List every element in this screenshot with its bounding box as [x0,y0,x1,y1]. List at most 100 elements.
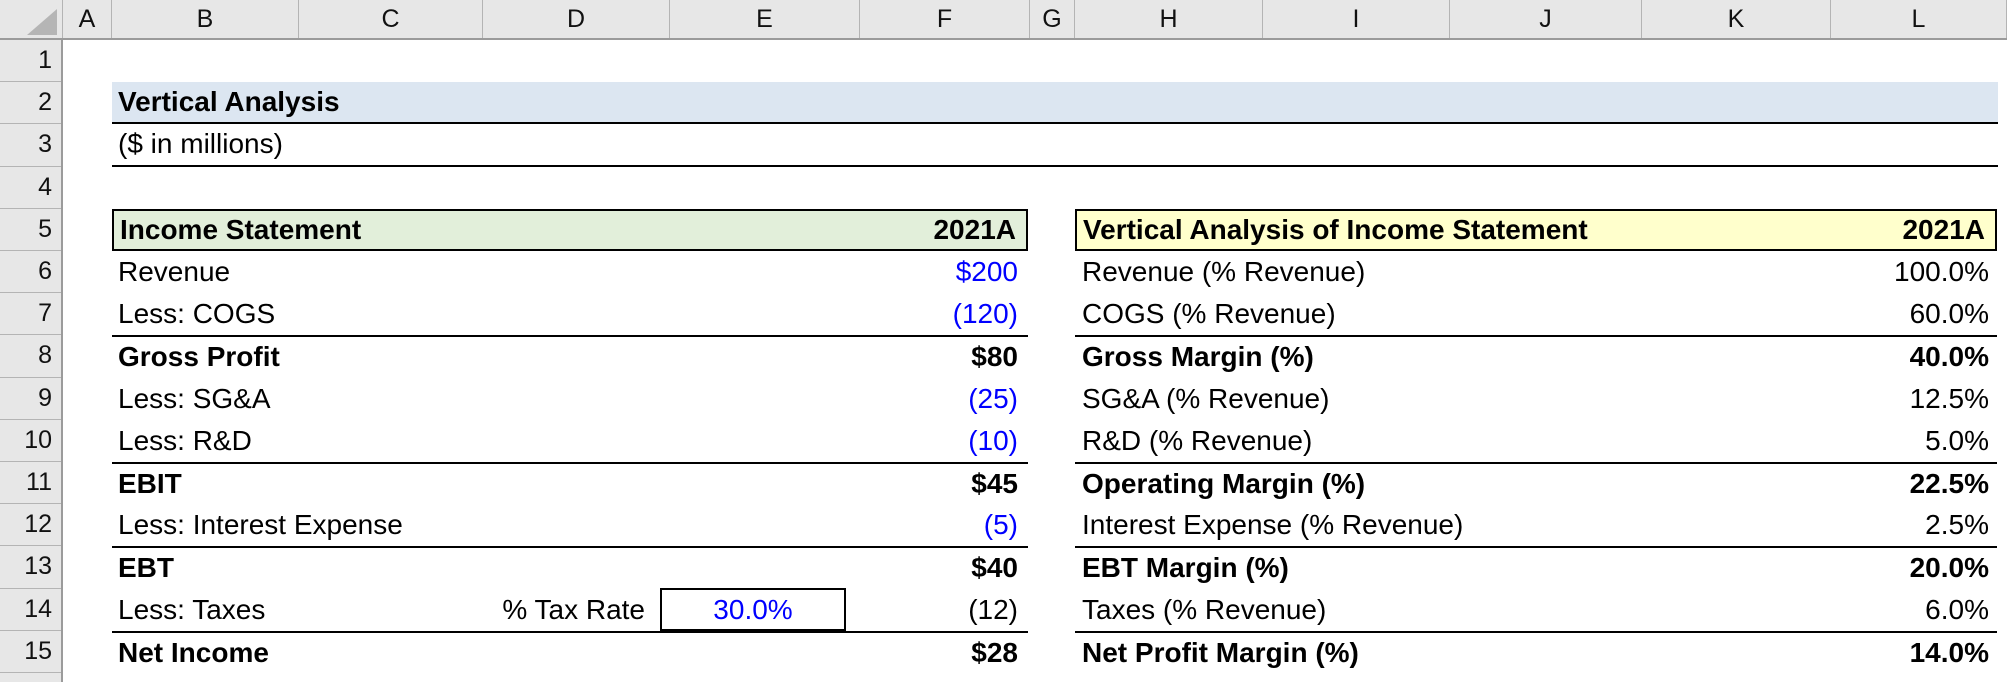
cell-value[interactable]: 20.0% [1909,552,1989,584]
row-header-5[interactable]: 5 [0,209,61,251]
income-statement-table: Income Statement 2021A Revenue $200 Less… [112,208,1028,673]
row-label[interactable]: EBT Margin (%) [1082,552,1289,584]
row-label[interactable]: Taxes (% Revenue) [1082,593,1327,625]
cell-value[interactable]: 2.5% [1925,509,1989,541]
row-header-1[interactable]: 1 [0,40,61,83]
cell-value[interactable]: 14.0% [1909,636,1989,668]
table-row: Gross Margin (%) 40.0% [1075,335,1997,377]
sheet-title: Vertical Analysis [118,86,340,118]
table-row: Interest Expense (% Revenue) 2.5% [1075,504,1997,546]
table-row: EBIT $45 [112,461,1028,504]
table-row: Less: Taxes % Tax Rate 30.0% (12) [112,588,1028,631]
column-header-H[interactable]: H [1075,0,1263,38]
row-header-15[interactable]: 15 [0,631,61,673]
row-label[interactable]: EBT [118,552,174,584]
column-header-L[interactable]: L [1831,0,2007,38]
table-row: COGS (% Revenue) 60.0% [1075,293,1997,335]
cell-value[interactable]: (25) [968,382,1018,414]
income-statement-period: 2021A [933,213,1016,245]
row-label[interactable]: Less: R&D [118,424,252,456]
column-header-C[interactable]: C [299,0,483,38]
row-label[interactable]: Gross Margin (%) [1082,341,1314,373]
row-gutter: 1 2 3 4 5 6 7 8 9 10 11 12 13 14 15 [0,40,63,682]
row-header-3[interactable]: 3 [0,124,61,167]
select-all-corner[interactable] [0,0,63,38]
row-header-13[interactable]: 13 [0,546,61,589]
cell-area: Vertical Analysis ($ in millions) Income… [63,40,2007,682]
cell-value[interactable]: $28 [971,636,1018,668]
cell-value[interactable]: (120) [952,298,1018,330]
table-row: Taxes (% Revenue) 6.0% [1075,588,1997,630]
row-label[interactable]: COGS (% Revenue) [1082,298,1336,330]
row-label[interactable]: Gross Profit [118,341,280,373]
row-header-14[interactable]: 14 [0,589,61,631]
table-row: EBT Margin (%) 20.0% [1075,546,1997,588]
cell-value[interactable]: $45 [971,468,1018,500]
tax-rate-label[interactable]: % Tax Rate [502,593,645,625]
row-label[interactable]: Less: Interest Expense [118,509,403,541]
row-header-7[interactable]: 7 [0,293,61,336]
row-label[interactable]: Net Income [118,636,269,668]
row-label[interactable]: Revenue (% Revenue) [1082,256,1366,288]
cell-value[interactable]: 60.0% [1909,298,1989,330]
table-row: R&D (% Revenue) 5.0% [1075,420,1997,462]
cell-value[interactable]: (12) [968,593,1018,625]
cell-value[interactable]: 5.0% [1925,424,1989,456]
table-row: Less: COGS (120) [112,293,1028,335]
row-header-2[interactable]: 2 [0,82,61,125]
column-header-E[interactable]: E [670,0,860,38]
cell-value[interactable]: $200 [955,256,1018,288]
column-header-D[interactable]: D [483,0,670,38]
row-label[interactable]: EBIT [118,468,182,500]
row-label[interactable]: Less: COGS [118,298,276,330]
row-header-10[interactable]: 10 [0,420,61,462]
column-header-A[interactable]: A [63,0,112,38]
row-header-11[interactable]: 11 [0,462,61,505]
column-header-I[interactable]: I [1263,0,1450,38]
table-row: Net Profit Margin (%) 14.0% [1075,630,1997,673]
row-label[interactable]: Less: SG&A [118,382,271,414]
cell-value[interactable]: (5) [983,509,1018,541]
table-row: SG&A (% Revenue) 12.5% [1075,378,1997,420]
select-all-triangle-icon [27,9,57,35]
cell-value[interactable]: (10) [968,424,1018,456]
row-header-8[interactable]: 8 [0,335,61,378]
income-statement-header[interactable]: Income Statement 2021A [112,208,1028,251]
row-header-12[interactable]: 12 [0,504,61,547]
row-header-9[interactable]: 9 [0,378,61,420]
row-header-4[interactable]: 4 [0,167,61,209]
table-row: Revenue (% Revenue) 100.0% [1075,251,1997,293]
column-header-J[interactable]: J [1450,0,1642,38]
sheet-title-cell[interactable]: Vertical Analysis [112,82,1998,125]
sheet-subtitle-cell[interactable]: ($ in millions) [112,124,1998,167]
cell-value[interactable]: $40 [971,552,1018,584]
cell-value[interactable]: 100.0% [1894,256,1989,288]
column-header-B[interactable]: B [112,0,299,38]
column-header-K[interactable]: K [1642,0,1831,38]
vertical-analysis-period: 2021A [1902,213,1985,245]
row-label[interactable]: Net Profit Margin (%) [1082,636,1359,668]
table-row: Less: Interest Expense (5) [112,504,1028,546]
vertical-analysis-header[interactable]: Vertical Analysis of Income Statement 20… [1075,208,1997,251]
cell-value[interactable]: 12.5% [1909,382,1989,414]
table-row: Less: SG&A (25) [112,378,1028,420]
row-label[interactable]: R&D (% Revenue) [1082,424,1313,456]
sheet-subtitle: ($ in millions) [118,128,283,160]
table-row: Net Income $28 [112,630,1028,673]
cell-value[interactable]: 6.0% [1925,593,1989,625]
column-header-G[interactable]: G [1030,0,1075,38]
cell-value[interactable]: $80 [971,341,1018,373]
tax-rate-input[interactable]: 30.0% [660,588,846,631]
cell-value[interactable]: 22.5% [1909,468,1989,500]
table-row: EBT $40 [112,546,1028,588]
row-header-6[interactable]: 6 [0,251,61,294]
row-label[interactable]: Less: Taxes [118,593,266,625]
column-header-F[interactable]: F [860,0,1030,38]
row-label[interactable]: SG&A (% Revenue) [1082,382,1330,414]
cell-value[interactable]: 40.0% [1909,341,1989,373]
row-label[interactable]: Revenue [118,256,231,288]
row-label[interactable]: Operating Margin (%) [1082,468,1366,500]
row-label[interactable]: Interest Expense (% Revenue) [1082,509,1464,541]
